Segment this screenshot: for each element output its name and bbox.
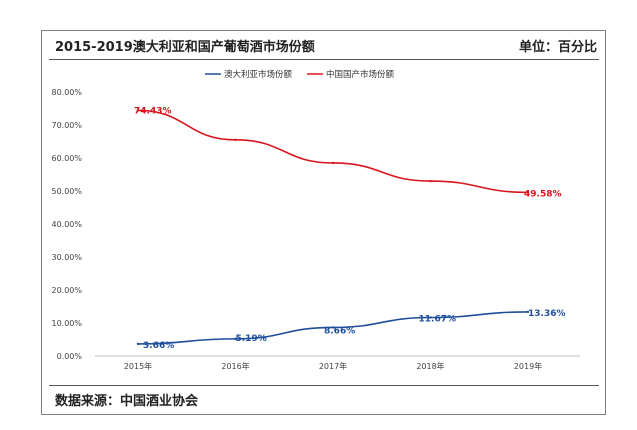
data-point xyxy=(136,109,140,112)
y-tick-label: 10.00% xyxy=(51,319,82,328)
data-label: 5.19% xyxy=(236,334,267,344)
y-tick-label: 80.00% xyxy=(51,88,82,97)
data-point xyxy=(234,337,237,341)
data-point xyxy=(331,326,335,329)
legend-label: 中国国产市场份额 xyxy=(326,69,395,80)
data-label: 74.43% xyxy=(134,106,172,116)
data-point xyxy=(234,138,237,142)
y-tick-label: 30.00% xyxy=(51,253,82,262)
y-tick-label: 20.00% xyxy=(51,286,82,295)
x-tick-label: 2019年 xyxy=(514,361,542,371)
source-note: 数据来源：中国酒业协会 xyxy=(55,394,199,409)
data-point xyxy=(136,342,140,346)
y-tick-label: 60.00% xyxy=(51,154,82,163)
series-line xyxy=(137,109,529,194)
legend-label: 澳大利亚市场份额 xyxy=(224,69,293,80)
x-tick-label: 2015年 xyxy=(124,361,152,371)
data-point xyxy=(429,179,432,183)
y-tick-label: 50.00% xyxy=(51,187,82,196)
chart-title: 2015-2019澳大利亚和国产葡萄酒市场份额 xyxy=(55,40,315,55)
header-divider xyxy=(49,59,599,60)
data-label: 3.66% xyxy=(143,341,174,351)
data-point xyxy=(526,310,530,314)
data-point xyxy=(331,161,335,165)
y-tick-label: 40.00% xyxy=(51,220,82,229)
data-label: 11.67% xyxy=(419,314,457,324)
footer-divider xyxy=(49,385,599,386)
data-point xyxy=(526,191,530,194)
y-tick-label: 0.00% xyxy=(57,352,83,361)
x-tick-label: 2017年 xyxy=(319,361,347,371)
x-tick-label: 2016年 xyxy=(221,361,249,371)
data-label: 49.58% xyxy=(524,189,562,199)
data-label: 13.36% xyxy=(528,309,566,319)
unit-label: 单位：百分比 xyxy=(518,40,597,55)
x-tick-label: 2018年 xyxy=(416,361,444,371)
y-tick-label: 70.00% xyxy=(51,121,82,130)
chart-frame xyxy=(41,30,606,415)
data-label: 8.66% xyxy=(324,326,355,336)
data-point xyxy=(429,316,432,319)
